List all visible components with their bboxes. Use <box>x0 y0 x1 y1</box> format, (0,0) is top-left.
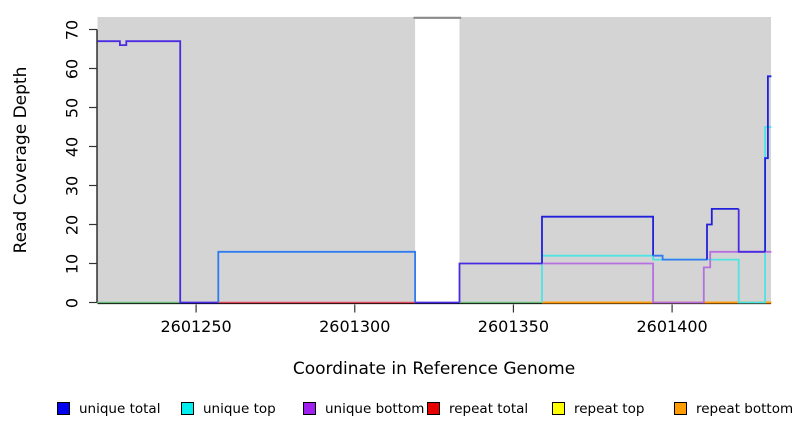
legend-swatch-icon <box>674 402 687 415</box>
legend-item-repeat-total: repeat total <box>427 400 529 417</box>
series-line-blue-58-spike <box>764 75 772 252</box>
series-line-blue-22-box <box>541 215 654 264</box>
legend-item-unique-total: unique total <box>57 400 161 417</box>
legend-item-unique-bottom: unique bottom <box>303 400 425 417</box>
y-tick-label: 10 <box>62 253 82 274</box>
legend-item-repeat-bottom: repeat bottom <box>674 400 792 417</box>
legend-label: repeat total <box>449 400 529 417</box>
legend-label: unique bottom <box>325 400 425 417</box>
y-tick-label: 0 <box>62 297 82 308</box>
x-axis-title: Coordinate in Reference Genome <box>292 359 576 379</box>
series-line-blue-13-box <box>217 250 417 303</box>
legend-label: repeat bottom <box>696 400 792 417</box>
series-line-blue-24-box <box>706 207 739 260</box>
legend-label: unique top <box>203 400 276 417</box>
y-tick-label: 70 <box>62 19 82 40</box>
legend-swatch-icon <box>303 402 316 415</box>
legend-swatch-icon <box>57 402 70 415</box>
x-tick-label: 2601350 <box>477 317 550 336</box>
series-line-blue-11-run <box>653 254 707 261</box>
y-tick-label: 40 <box>62 136 82 157</box>
x-tick-label: 2601250 <box>160 317 232 336</box>
series-line-blue-13-right <box>737 208 766 253</box>
legend-swatch-icon <box>552 402 565 415</box>
coverage-gap-band <box>415 17 460 304</box>
x-tick-label: 2601400 <box>636 317 708 336</box>
y-tick-label: 30 <box>62 175 82 196</box>
series-line-blue-10-run <box>458 262 542 303</box>
y-tick-label: 50 <box>62 97 82 118</box>
y-axis-title: Read Coverage Depth <box>11 66 31 254</box>
legend-item-unique-top: unique top <box>181 400 276 417</box>
y-tick-label: 60 <box>62 58 82 79</box>
legend-item-repeat-top: repeat top <box>552 400 645 417</box>
series-line-unique-bottom-path <box>542 250 772 304</box>
legend-swatch-icon <box>427 402 440 415</box>
x-tick-label: 2601300 <box>319 317 391 336</box>
legend-swatch-icon <box>181 402 194 415</box>
legend-label: unique total <box>79 400 161 417</box>
legend-label: repeat top <box>574 400 645 417</box>
y-tick-label: 20 <box>62 214 82 235</box>
series-line-blue-67-notch <box>97 40 219 304</box>
